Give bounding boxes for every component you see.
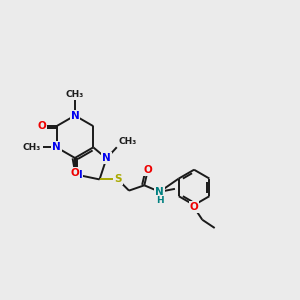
Text: O: O [38,121,46,131]
Text: CH₃: CH₃ [66,90,84,99]
Text: N: N [52,142,61,152]
Text: CH₃: CH₃ [118,137,136,146]
Text: N: N [74,170,82,180]
Text: O: O [70,168,79,178]
Text: S: S [114,174,122,184]
Text: N: N [102,153,111,164]
Text: H: H [156,196,164,205]
Text: O: O [143,165,152,175]
Text: CH₃: CH₃ [23,143,41,152]
Text: N: N [70,110,79,121]
Text: N: N [155,187,164,197]
Text: O: O [190,202,198,212]
